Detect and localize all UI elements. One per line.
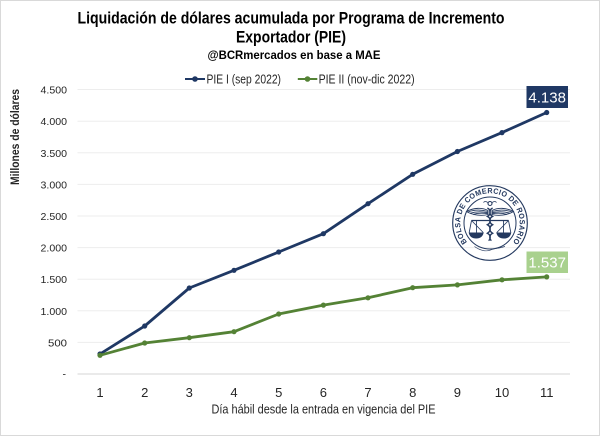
svg-text:6: 6 (320, 385, 327, 400)
svg-text:10: 10 (495, 385, 509, 400)
svg-text:Millones de dólares: Millones de dólares (10, 89, 22, 185)
svg-text:Exportador (PIE): Exportador (PIE) (236, 29, 346, 47)
svg-text:-: - (63, 369, 67, 381)
svg-text:1: 1 (96, 385, 103, 400)
svg-text:PIE II (nov-dic 2022): PIE II (nov-dic 2022) (319, 71, 415, 86)
svg-text:4.138: 4.138 (528, 90, 566, 107)
svg-text:2: 2 (141, 385, 148, 400)
svg-text:4: 4 (230, 385, 237, 400)
svg-text:4.000: 4.000 (41, 116, 68, 128)
svg-text:5: 5 (275, 385, 282, 400)
svg-text:3: 3 (186, 385, 193, 400)
svg-text:3.500: 3.500 (41, 148, 68, 160)
svg-text:1.500: 1.500 (41, 274, 68, 286)
svg-text:7: 7 (364, 385, 371, 400)
svg-text:8: 8 (409, 385, 416, 400)
svg-text:2.500: 2.500 (41, 211, 68, 223)
svg-text:11: 11 (540, 385, 554, 400)
svg-text:9: 9 (454, 385, 461, 400)
svg-text:2.000: 2.000 (41, 243, 68, 255)
svg-text:Liquidación de dólares acumula: Liquidación de dólares acumulada por Pro… (78, 10, 505, 28)
svg-text:4.500: 4.500 (41, 85, 68, 97)
svg-text:1.537: 1.537 (528, 255, 566, 272)
svg-text:Día hábil desde la entrada en: Día hábil desde la entrada en vigencia d… (212, 403, 436, 417)
svg-text:@BCRmercados en base a MAE: @BCRmercados en base a MAE (208, 48, 381, 62)
svg-text:PIE I (sep 2022): PIE I (sep 2022) (207, 71, 282, 86)
svg-text:500: 500 (48, 337, 67, 349)
svg-text:3.000: 3.000 (41, 179, 68, 191)
svg-text:1.000: 1.000 (41, 306, 68, 318)
